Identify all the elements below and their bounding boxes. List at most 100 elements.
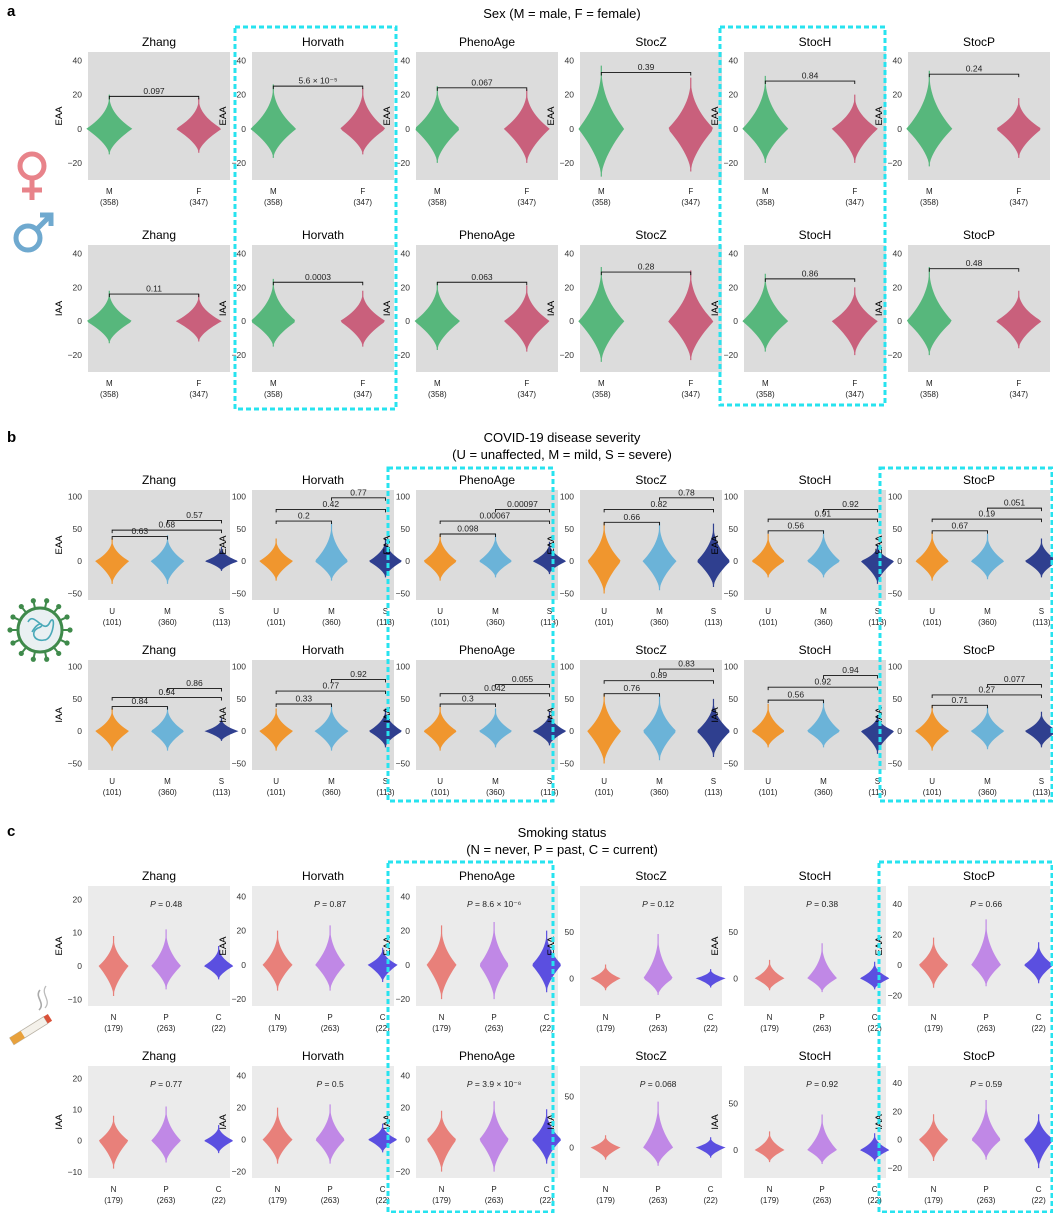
comparison-p-value: 0.77 — [350, 487, 367, 497]
virus-spike-tip — [18, 650, 24, 657]
x-tick-label: P — [983, 1185, 988, 1194]
comparison-bracket — [439, 693, 550, 697]
panel-letter-b: b — [7, 429, 16, 446]
x-tick-label: F — [524, 379, 529, 388]
violin-M — [742, 75, 789, 163]
x-tick-label: P — [983, 1013, 988, 1022]
x-tick-count: (101) — [923, 788, 942, 797]
x-tick-count: (22) — [212, 1196, 227, 1205]
x-tick-count: (358) — [264, 198, 283, 207]
violin-C — [204, 946, 234, 980]
violin-U — [587, 693, 622, 764]
plot-title: StocP — [963, 228, 995, 242]
plot-title: StocZ — [635, 1049, 666, 1063]
y-tick-label: 0 — [569, 316, 574, 326]
comparison-bracket — [931, 694, 1042, 698]
x-tick-count: (360) — [814, 618, 833, 627]
y-tick-label: 10 — [73, 928, 83, 938]
p-value-text: = 0.38 — [812, 899, 839, 909]
x-tick-label: U — [929, 777, 935, 786]
p-value-label: P = 0.66 — [970, 899, 1002, 909]
y-tick-label: 40 — [237, 1071, 247, 1081]
plot-title: PhenoAge — [459, 1049, 515, 1063]
x-tick-label: M — [328, 777, 335, 786]
y-tick-label: −20 — [888, 1163, 903, 1173]
x-tick-label: S — [219, 607, 224, 616]
virus-spike-tip — [56, 650, 62, 657]
comparison-p-value: 0.56 — [788, 520, 805, 530]
y-tick-label: 100 — [396, 661, 410, 671]
plot-title: Zhang — [142, 473, 176, 487]
p-value-label: P = 8.6 × 10⁻⁶ — [467, 899, 521, 909]
p-value-symbol: P — [467, 1079, 473, 1089]
highlight-box — [386, 466, 555, 803]
x-tick-count: (179) — [760, 1196, 779, 1205]
violin-N — [919, 937, 948, 988]
x-tick-count: (22) — [704, 1024, 719, 1033]
violin-M — [150, 535, 185, 584]
y-tick-label: 0 — [733, 726, 738, 736]
comparison-bracket — [111, 529, 222, 534]
comparison-bracket — [767, 699, 824, 704]
comparison-bracket — [111, 536, 168, 540]
y-tick-label: 40 — [893, 1078, 903, 1088]
y-tick-label: 50 — [237, 524, 247, 534]
y-tick-label: 40 — [401, 891, 411, 901]
plot-title: StocP — [963, 869, 995, 883]
p-value-label: P = 0.068 — [640, 1079, 677, 1089]
violin-P — [151, 929, 181, 990]
male-symbol-icon — [13, 223, 43, 253]
y-axis-label: EAA — [710, 106, 721, 126]
x-tick-label: M — [106, 187, 113, 196]
violin-S — [205, 546, 238, 571]
x-tick-count: (179) — [104, 1024, 123, 1033]
comparison-p-value: 0.063 — [471, 272, 493, 282]
violin-M — [314, 705, 349, 751]
violin-P — [643, 1101, 674, 1166]
comparison-p-value: 0.33 — [296, 694, 313, 704]
cigarette-filter — [9, 1030, 25, 1045]
y-tick-label: 40 — [893, 899, 903, 909]
plot-background — [88, 490, 230, 600]
violin-panel-a-iaa-phenoage: PhenoAge IAA 40 20 0 −20 M (358) F (347) 0.063 — [382, 228, 558, 399]
p-value-symbol: P — [150, 899, 156, 909]
y-tick-label: 0 — [569, 124, 574, 134]
p-value-text: = 8.6 × 10⁻⁶ — [473, 899, 522, 909]
section-title-b-0: COVID-19 disease severity — [484, 430, 641, 445]
x-tick-count: (263) — [813, 1196, 832, 1205]
x-tick-label: C — [708, 1013, 714, 1022]
comparison-bracket — [331, 678, 386, 683]
y-tick-label: 20 — [729, 90, 739, 100]
comparison-p-value: 0.84 — [132, 696, 149, 706]
x-tick-count: (347) — [1009, 198, 1028, 207]
x-tick-label: N — [931, 1185, 937, 1194]
y-tick-label: 0 — [733, 556, 738, 566]
comparison-p-value: 0.94 — [159, 687, 176, 697]
violin-S — [369, 708, 402, 748]
violin-P — [315, 925, 345, 991]
y-tick-label: 40 — [729, 56, 739, 66]
comparison-bracket — [331, 497, 386, 501]
x-tick-label: M — [656, 777, 663, 786]
x-tick-count: (358) — [756, 390, 775, 399]
y-tick-label: 50 — [565, 524, 575, 534]
x-tick-count: (347) — [189, 198, 208, 207]
y-tick-label: 0 — [897, 726, 902, 736]
p-value-text: = 0.66 — [976, 899, 1003, 909]
plot-title: Horvath — [302, 1049, 344, 1063]
x-tick-label: M — [492, 607, 499, 616]
x-tick-count: (113) — [1032, 618, 1050, 627]
p-value-text: = 0.12 — [648, 899, 675, 909]
y-tick-label: −20 — [396, 350, 411, 360]
y-tick-label: 100 — [560, 491, 574, 501]
violin-F — [340, 290, 385, 347]
comparison-p-value: 0.63 — [132, 526, 149, 536]
x-tick-count: (101) — [595, 618, 614, 627]
x-tick-count: (360) — [486, 618, 505, 627]
y-tick-label: 0 — [897, 556, 902, 566]
plot-background — [580, 1066, 722, 1178]
plot-title: StocP — [963, 35, 995, 49]
comparison-bracket — [603, 521, 660, 526]
violin-panel-a-iaa-stocp: StocP IAA 40 20 0 −20 M (358) F (347) 0.48 — [874, 228, 1050, 399]
